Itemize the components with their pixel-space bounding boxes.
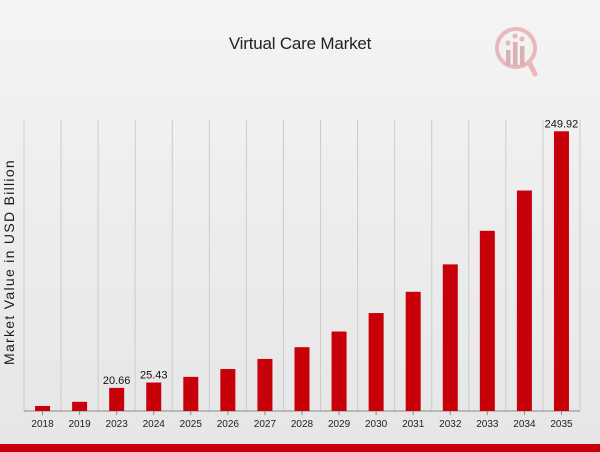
bar-2018 <box>35 405 51 411</box>
x-tick-label-2035: 2035 <box>550 419 573 430</box>
bar-2026 <box>220 369 236 411</box>
bar-2023 <box>109 387 125 411</box>
bar-2028 <box>294 347 310 411</box>
x-tick-label-2024: 2024 <box>143 419 166 430</box>
bar-2033 <box>479 230 495 411</box>
bottom-accent-band <box>0 444 600 452</box>
bar-2032 <box>442 264 458 411</box>
bar-2024 <box>146 382 162 411</box>
data-label-2023: 20.66 <box>103 375 131 387</box>
bar-2031 <box>405 291 421 411</box>
x-tick-label-2029: 2029 <box>328 419 351 430</box>
x-tick-label-2026: 2026 <box>217 419 240 430</box>
x-tick-label-2027: 2027 <box>254 419 277 430</box>
bar-2029 <box>331 331 347 411</box>
x-tick-label-2031: 2031 <box>402 419 425 430</box>
bar-2034 <box>516 190 532 411</box>
x-tick-label-2030: 2030 <box>365 419 388 430</box>
chart-title: Virtual Care Market <box>228 34 372 53</box>
market-research-logo-icon <box>495 27 538 77</box>
data-label-2024: 25.43 <box>140 370 168 382</box>
x-tick-label-2034: 2034 <box>513 419 536 430</box>
x-tick-label-2028: 2028 <box>291 419 314 430</box>
bar-2035 <box>553 131 569 411</box>
bar-2019 <box>72 401 88 411</box>
data-label-2035: 249.92 <box>545 118 579 130</box>
x-tick-label-2025: 2025 <box>180 419 203 430</box>
bar-2030 <box>368 313 384 411</box>
x-tick-label-2023: 2023 <box>106 419 129 430</box>
x-tick-label-2019: 2019 <box>68 419 91 430</box>
x-tick-label-2018: 2018 <box>31 419 54 430</box>
x-tick-label-2032: 2032 <box>439 419 462 430</box>
bar-2027 <box>257 358 273 411</box>
bar-2025 <box>183 376 199 411</box>
x-tick-label-2033: 2033 <box>476 419 499 430</box>
